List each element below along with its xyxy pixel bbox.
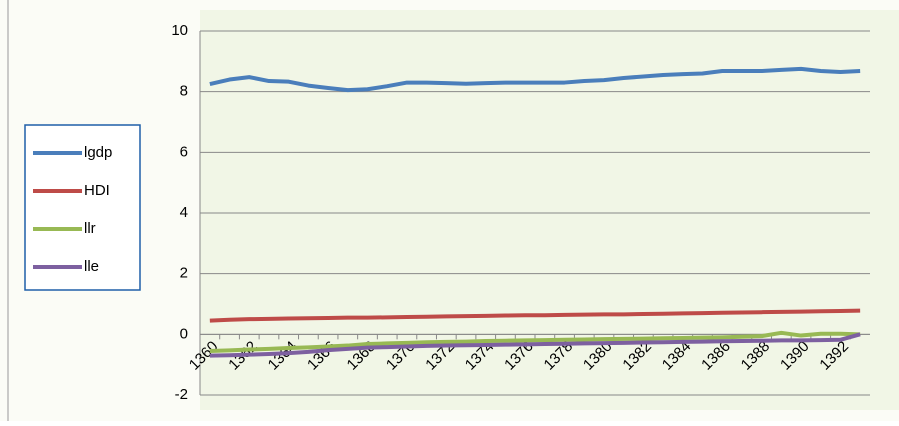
chart: lgdpHDIllrlle -2024681013601362136413661… — [0, 0, 899, 421]
y-tick-label: 8 — [180, 83, 188, 100]
y-tick-label: -2 — [175, 386, 188, 403]
legend: lgdp HDI llr lle — [25, 125, 140, 290]
legend-label: lgdp — [84, 144, 112, 161]
y-tick-label: 4 — [180, 204, 188, 221]
y-tick-label: 10 — [171, 22, 188, 39]
legend-label: lle — [84, 258, 99, 275]
legend-label: llr — [84, 220, 96, 237]
y-tick-label: 6 — [180, 143, 188, 160]
y-tick-label: 2 — [180, 265, 188, 282]
y-tick-label: 0 — [180, 325, 188, 342]
page: {"chart_data": {"type": "line", "categor… — [0, 0, 899, 426]
legend-label: HDI — [84, 182, 110, 199]
